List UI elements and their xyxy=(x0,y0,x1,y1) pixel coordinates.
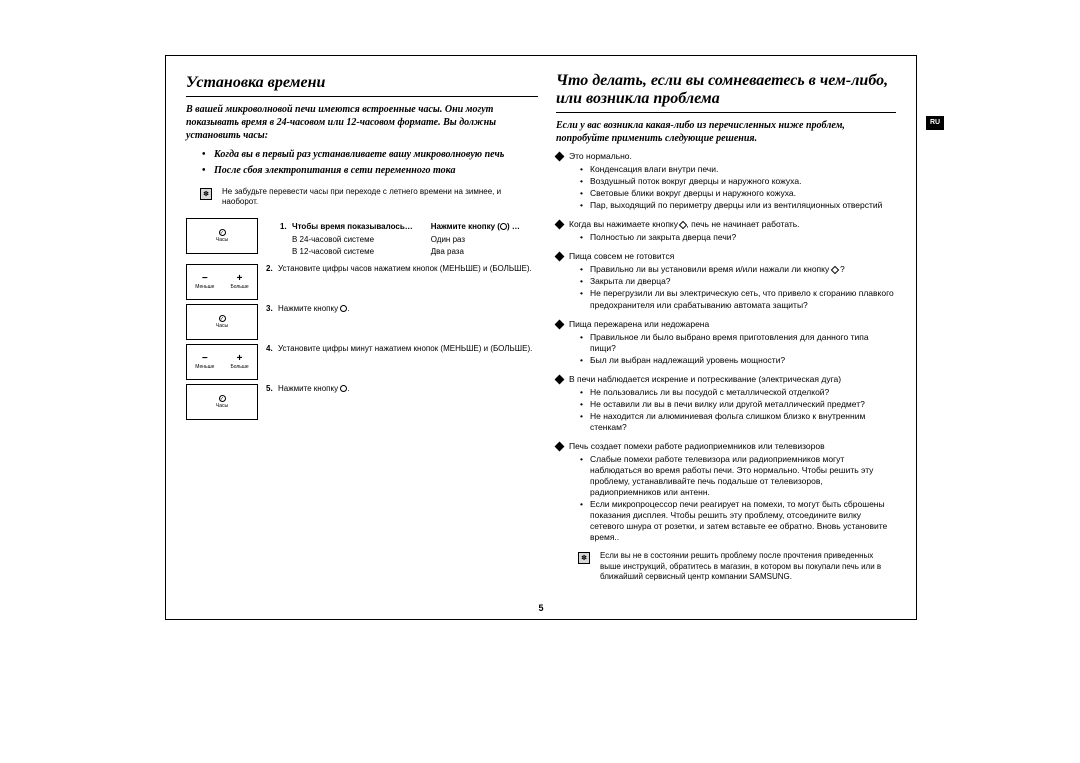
clock-icon: ✓ xyxy=(219,315,226,322)
s3pre: Нажмите кнопку xyxy=(278,304,340,313)
troubleshoot-block: Пища совсем не готовится Правильно ли вы … xyxy=(556,251,896,310)
s5post: . xyxy=(347,384,349,393)
troubleshoot-block: Это нормально. Конденсация влаги внутри п… xyxy=(556,151,896,211)
step1-h2: Нажмите кнопку ( xyxy=(431,222,500,231)
list-item: Слабые помехи работе телевизора или ради… xyxy=(580,454,896,498)
list-item: Если микропроцессор печи реагирует на по… xyxy=(580,499,896,543)
right-final-tip-text: Если вы не в состоянии решить проблему п… xyxy=(600,551,896,582)
list-item: Был ли выбран надлежащий уровень мощност… xyxy=(580,355,896,366)
plus-icon: + xyxy=(237,274,243,284)
left-intro: В вашей микроволновой печи имеются встро… xyxy=(186,103,538,142)
minus-icon: − xyxy=(202,274,208,284)
s1r1c2: Один раз xyxy=(431,235,536,246)
steps-grid: ✓ Часы 1.Чтобы время показывалось… Нажми… xyxy=(186,218,538,420)
panel-plusminus-2: −Меньше +Больше xyxy=(186,344,258,380)
panel-plusminus-1: −Меньше +Больше xyxy=(186,264,258,300)
right-column: Что делать, если вы сомневаетесь в чем-л… xyxy=(556,72,896,593)
more-label: Больше xyxy=(230,284,248,290)
troubleshoot-head: В печи наблюдается искрение и потрескива… xyxy=(556,374,896,385)
troubleshoot-sublist: Конденсация влаги внутри печи.Воздушный … xyxy=(580,164,896,211)
troubleshoot-sublist: Правильно ли вы установили время и/или н… xyxy=(580,264,896,310)
troubleshoot-head: Пища совсем не готовится xyxy=(556,251,896,262)
list-item: Не пользовались ли вы посудой с металлич… xyxy=(580,387,896,398)
step2-text: Установите цифры часов нажатием кнопок (… xyxy=(278,264,532,273)
diamond-icon xyxy=(555,220,565,230)
left-bullet-1: Когда вы в первый раз устанавливаете ваш… xyxy=(214,148,538,161)
diamond-icon xyxy=(555,374,565,384)
list-item: Пар, выходящий по периметру дверцы или и… xyxy=(580,200,896,211)
list-item: Не оставили ли вы в печи вилку или друго… xyxy=(580,399,896,410)
panel-clock-1: ✓ Часы xyxy=(186,218,258,254)
list-item: Полностью ли закрыта дверца печи? xyxy=(580,232,896,243)
step-2: 2.Установите цифры часов нажатием кнопок… xyxy=(266,264,538,300)
right-heading: Что делать, если вы сомневаетесь в чем-л… xyxy=(556,72,896,113)
diamond-icon xyxy=(555,152,565,162)
clock-icon xyxy=(500,223,507,230)
list-item: Не находится ли алюминиевая фольга слишк… xyxy=(580,411,896,433)
left-tip: ✽ Не забудьте перевести часы при переход… xyxy=(186,187,538,208)
less-label: Меньше xyxy=(195,284,214,290)
diamond-icon xyxy=(555,252,565,262)
step1-h1: Чтобы время показывалось… xyxy=(292,222,413,231)
left-column: Установка времени В вашей микроволновой … xyxy=(186,74,538,593)
left-heading: Установка времени xyxy=(186,74,538,97)
right-intro: Если у вас возникла какая-либо из перечи… xyxy=(556,119,896,145)
panel-clock-label: Часы xyxy=(216,323,228,329)
troubleshoot-block: Когда вы нажимаете кнопку , печь не начи… xyxy=(556,219,896,243)
s1r2c2: Два раза xyxy=(431,247,536,258)
less-label: Меньше xyxy=(195,364,214,370)
troubleshoot-block: Печь создает помехи работе радиоприемник… xyxy=(556,441,896,543)
minus-icon: − xyxy=(202,354,208,364)
troubleshoot-block: Пища пережарена или недожарена Правильное… xyxy=(556,319,896,366)
list-item: Световые блики вокруг дверцы и наружного… xyxy=(580,188,896,199)
left-bullet-2: После сбоя электропитания в сети перемен… xyxy=(214,164,538,177)
troubleshoot-list: Это нормально. Конденсация влаги внутри п… xyxy=(556,151,896,543)
step-1-table: 1.Чтобы время показывалось… Нажмите кноп… xyxy=(278,220,538,260)
troubleshoot-sublist: Слабые помехи работе телевизора или ради… xyxy=(580,454,896,543)
list-item: Конденсация влаги внутри печи. xyxy=(580,164,896,175)
troubleshoot-head: Пища пережарена или недожарена xyxy=(556,319,896,330)
troubleshoot-head: Печь создает помехи работе радиоприемник… xyxy=(556,441,896,452)
s1r2c1: В 12-часовой системе xyxy=(280,247,429,258)
tip-badge-icon: ✽ xyxy=(200,188,212,200)
panel-clock-label: Часы xyxy=(216,403,228,409)
list-item: Правильно ли вы установили время и/или н… xyxy=(580,264,896,275)
list-item: Воздушный поток вокруг дверцы и наружног… xyxy=(580,176,896,187)
diamond-icon xyxy=(555,319,565,329)
s1r1c1: В 24-часовой системе xyxy=(280,235,429,246)
troubleshoot-sublist: Правильное ли было выбрано время пригото… xyxy=(580,332,896,366)
left-tip-text: Не забудьте перевести часы при переходе … xyxy=(222,187,538,208)
language-tab: RU xyxy=(926,116,944,130)
left-main-bullets: Когда вы в первый раз устанавливаете ваш… xyxy=(186,148,538,177)
manual-page: RU Установка времени В вашей микроволнов… xyxy=(165,55,917,620)
s5pre: Нажмите кнопку xyxy=(278,384,340,393)
panel-clock-3: ✓ Часы xyxy=(186,384,258,420)
tip-badge-icon: ✽ xyxy=(578,552,590,564)
list-item: Правильное ли было выбрано время пригото… xyxy=(580,332,896,354)
troubleshoot-sublist: Полностью ли закрыта дверца печи? xyxy=(580,232,896,243)
columns: Установка времени В вашей микроволновой … xyxy=(186,74,896,593)
right-final-tip: ✽ Если вы не в состоянии решить проблему… xyxy=(556,551,896,582)
list-item: Не перегрузили ли вы электрическую сеть,… xyxy=(580,288,896,310)
page-number: 5 xyxy=(538,603,543,613)
list-item: Закрыта ли дверца? xyxy=(580,276,896,287)
troubleshoot-block: В печи наблюдается искрение и потрескива… xyxy=(556,374,896,433)
clock-icon: ✓ xyxy=(219,229,226,236)
step-1: 1.Чтобы время показывалось… Нажмите кноп… xyxy=(266,218,538,260)
step-5: 5.Нажмите кнопку . xyxy=(266,384,538,420)
panel-clock-2: ✓ Часы xyxy=(186,304,258,340)
diamond-icon xyxy=(555,442,565,452)
more-label: Больше xyxy=(230,364,248,370)
panel-clock-label: Часы xyxy=(216,237,228,243)
troubleshoot-head: Когда вы нажимаете кнопку , печь не начи… xyxy=(556,219,896,230)
s3post: . xyxy=(347,304,349,313)
step4-text: Установите цифры минут нажатием кнопок (… xyxy=(278,344,532,353)
step-3: 3.Нажмите кнопку . xyxy=(266,304,538,340)
troubleshoot-head: Это нормально. xyxy=(556,151,896,162)
step-4: 4.Установите цифры минут нажатием кнопок… xyxy=(266,344,538,380)
step1-h2t: ) … xyxy=(507,222,520,231)
plus-icon: + xyxy=(237,354,243,364)
clock-icon: ✓ xyxy=(219,395,226,402)
troubleshoot-sublist: Не пользовались ли вы посудой с металлич… xyxy=(580,387,896,433)
